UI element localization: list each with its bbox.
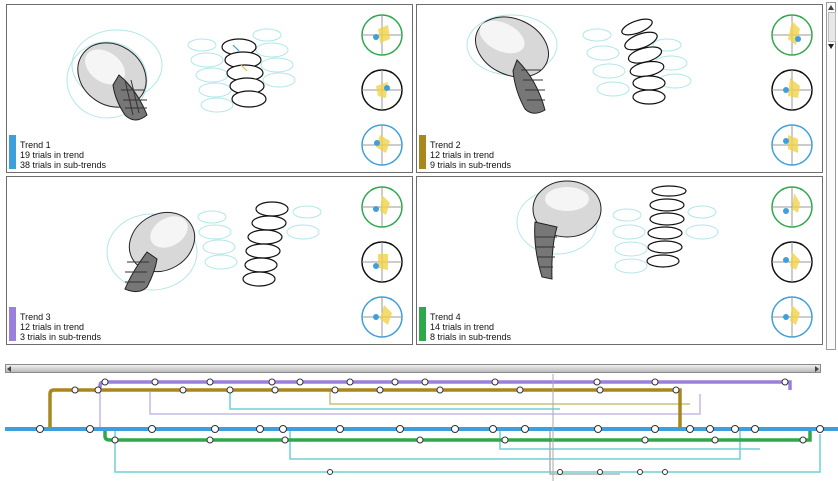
- trend-panel-2[interactable]: Trend 2 12 trials in trend 9 trials in s…: [416, 4, 823, 173]
- trend-label: Trend 2: [430, 140, 461, 150]
- trend-panel-4[interactable]: Trend 4 14 trials in trend 8 trials in s…: [416, 176, 823, 345]
- polar-plot-icon: [771, 241, 813, 283]
- cyan-subtrend-line: [289, 429, 741, 460]
- trend-subtrials-count: 3 trials in sub-trends: [20, 332, 102, 342]
- timeline-right-arrow-icon[interactable]: [815, 366, 819, 372]
- timeline-scrollbar[interactable]: [5, 364, 821, 373]
- trend-2-line: [48, 388, 682, 429]
- vertebrae-stack-icon: [646, 185, 687, 268]
- skull-icon: [532, 180, 602, 280]
- scrollbar-thumb[interactable]: [828, 12, 836, 42]
- polar-plot-icon: [771, 296, 813, 338]
- trend-info: Trend 3 12 trials in trend 3 trials in s…: [20, 312, 101, 342]
- trend-subtrials-count: 38 trials in sub-trends: [20, 160, 107, 170]
- vertebrae-stack-icon: [242, 201, 289, 287]
- trend-subtrials-count: 9 trials in sub-trends: [430, 160, 512, 170]
- scroll-up-arrow-icon[interactable]: [828, 5, 834, 10]
- timeline-left-arrow-icon[interactable]: [7, 366, 11, 372]
- scroll-down-arrow-icon[interactable]: [828, 44, 834, 49]
- gray-subtrend-line: [549, 429, 620, 475]
- vertebrae-stack-icon: [621, 18, 666, 105]
- panels-scrollbar[interactable]: [826, 2, 836, 350]
- trend-trials-count: 12 trials in trend: [20, 322, 85, 332]
- trend-3-visualization: [106, 186, 403, 338]
- polar-plot-icon: [771, 124, 813, 166]
- olive-subtrend-line: [329, 389, 690, 405]
- trend-info: Trend 4 14 trials in trend 8 trials in s…: [430, 312, 511, 342]
- trend-4-line: [103, 429, 812, 442]
- polar-plot-icon: [771, 69, 813, 111]
- vertebrae-stack-icon: [221, 38, 267, 108]
- polar-plot-icon: [361, 186, 403, 228]
- skull-icon: [77, 42, 148, 121]
- trend-2-visualization: [466, 14, 813, 166]
- skull-icon: [124, 211, 196, 293]
- trend-color-swatch: [9, 135, 16, 169]
- polar-plot-icon: [361, 69, 403, 111]
- trend-panel-3[interactable]: Trend 3 12 trials in trend 3 trials in s…: [6, 176, 413, 345]
- trend-color-swatch: [419, 307, 426, 341]
- trend-info: Trend 1 19 trials in trend 38 trials in …: [20, 140, 106, 170]
- polar-plot-icon: [361, 124, 403, 166]
- trend-subtrials-count: 8 trials in sub-trends: [430, 332, 512, 342]
- trend-color-swatch: [9, 307, 16, 341]
- trend-label: Trend 4: [430, 312, 461, 322]
- trend-panel-1[interactable]: Trend 1 19 trials in trend 38 trials in …: [6, 4, 413, 173]
- trend-4-visualization: [516, 180, 813, 338]
- cyan-subtrend-line: [114, 429, 821, 473]
- polar-plot-icon: [361, 14, 403, 56]
- polar-plot-icon: [361, 296, 403, 338]
- trend-color-swatch: [419, 135, 426, 169]
- polar-plot-icon: [771, 14, 813, 56]
- cyan-subtrend-line: [499, 429, 760, 450]
- trend-trials-count: 19 trials in trend: [20, 150, 85, 160]
- trend-trials-count: 14 trials in trend: [430, 322, 495, 332]
- trend-1-visualization: [66, 14, 403, 166]
- trend-label: Trend 3: [20, 312, 51, 322]
- polar-plot-icon: [771, 186, 813, 228]
- skull-icon: [475, 16, 549, 114]
- polar-plot-icon: [361, 241, 403, 283]
- lavender-subtrend-line: [149, 392, 701, 415]
- trend-metro-map[interactable]: [0, 374, 838, 481]
- cyan-subtrend-line: [229, 392, 560, 410]
- trend-label: Trend 1: [20, 140, 51, 150]
- trend-trials-count: 12 trials in trend: [430, 150, 495, 160]
- trend-info: Trend 2 12 trials in trend 9 trials in s…: [430, 140, 511, 170]
